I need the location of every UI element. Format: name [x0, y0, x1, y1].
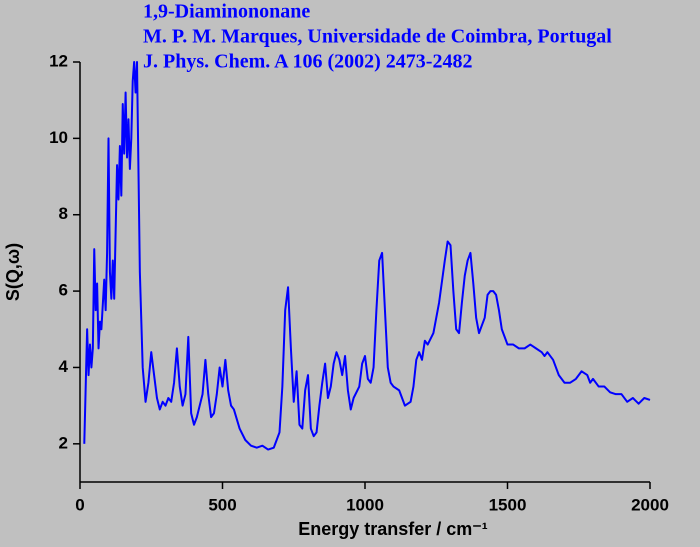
- x-tick-label: 1500: [489, 495, 527, 514]
- x-tick-label: 2000: [631, 495, 669, 514]
- y-tick-label: 4: [59, 357, 69, 376]
- x-tick-label: 1000: [346, 495, 384, 514]
- data-line: [83, 61, 651, 451]
- y-tick-label: 10: [49, 128, 68, 147]
- y-axis-label: S(Q,ω): [3, 243, 23, 301]
- x-tick-label: 500: [208, 495, 236, 514]
- chart-title: 1,9-Diaminononane: [143, 1, 310, 23]
- y-tick-label: 8: [59, 204, 68, 223]
- chart-subtitle: J. Phys. Chem. A 106 (2002) 2473-2482: [143, 51, 472, 73]
- chart-subtitle: M. P. M. Marques, Universidade de Coimbr…: [143, 26, 612, 48]
- x-axis-label: Energy transfer / cm⁻¹: [298, 519, 488, 539]
- y-tick-label: 2: [59, 433, 68, 452]
- x-tick-label: 0: [75, 495, 84, 514]
- y-tick-label: 6: [59, 281, 68, 300]
- y-tick-label: 12: [49, 51, 68, 70]
